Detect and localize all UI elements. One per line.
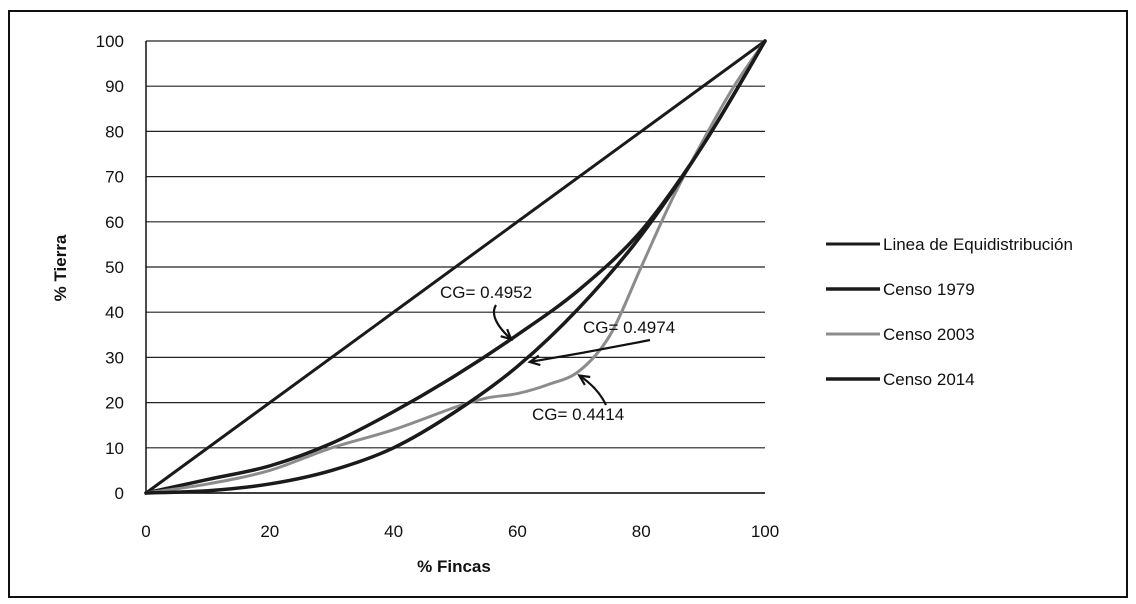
x-tick-label-1: 20	[260, 522, 279, 541]
x-tick-label-4: 80	[632, 522, 651, 541]
annotation-arrow-1	[529, 338, 651, 364]
annotation-arrowhead-0	[500, 328, 514, 342]
series-lines	[144, 39, 767, 495]
legend-label-3: Censo 2014	[883, 370, 975, 389]
x-tick-label-5: 100	[751, 522, 779, 541]
x-tick-label-2: 40	[384, 522, 403, 541]
y-tick-label-6: 60	[105, 213, 124, 232]
annotation-arrowhead-2	[577, 374, 591, 386]
legend: Linea de Equidistribución Censo 1979 Censo…	[826, 235, 1073, 389]
annotation-label-0: CG= 0.4952	[440, 283, 532, 302]
x-tick-label-3: 60	[508, 522, 527, 541]
chart-frame	[8, 10, 1128, 598]
x-tick-label-0: 0	[141, 522, 150, 541]
annotation-label-1: CG= 0.4974	[583, 318, 675, 337]
annotation-arrowhead-1	[527, 354, 541, 367]
y-axis-title: % Tierra	[51, 234, 70, 301]
y-tick-label-2: 20	[105, 394, 124, 413]
annotations: CG= 0.4952 CG= 0.4974 CG= 0.4414	[440, 283, 675, 424]
annotation-arrow-2	[578, 374, 607, 406]
annotation-arrow-0	[492, 304, 512, 341]
axes	[145, 41, 765, 494]
y-tick-label-1: 10	[105, 439, 124, 458]
legend-label-2: Censo 2003	[883, 325, 975, 344]
series-line-3	[144, 39, 767, 495]
y-tick-label-10: 100	[96, 32, 124, 51]
series-line-0	[144, 39, 767, 495]
y-tick-label-7: 70	[105, 168, 124, 187]
y-tick-label-0: 0	[115, 484, 124, 503]
annotation-label-2: CG= 0.4414	[532, 405, 624, 424]
y-tick-label-3: 30	[105, 348, 124, 367]
y-tick-label-9: 90	[105, 77, 124, 96]
legend-label-1: Censo 1979	[883, 280, 975, 299]
legend-label-0: Linea de Equidistribución	[883, 235, 1073, 254]
y-tick-label-4: 40	[105, 303, 124, 322]
tick-labels: 0 10 20 30 40 50 60 70 80 90 100 0 20 40 60 80 100	[96, 32, 780, 541]
x-axis-title: % Fincas	[417, 557, 491, 576]
y-tick-label-8: 80	[105, 122, 124, 141]
y-tick-label-5: 50	[105, 258, 124, 277]
